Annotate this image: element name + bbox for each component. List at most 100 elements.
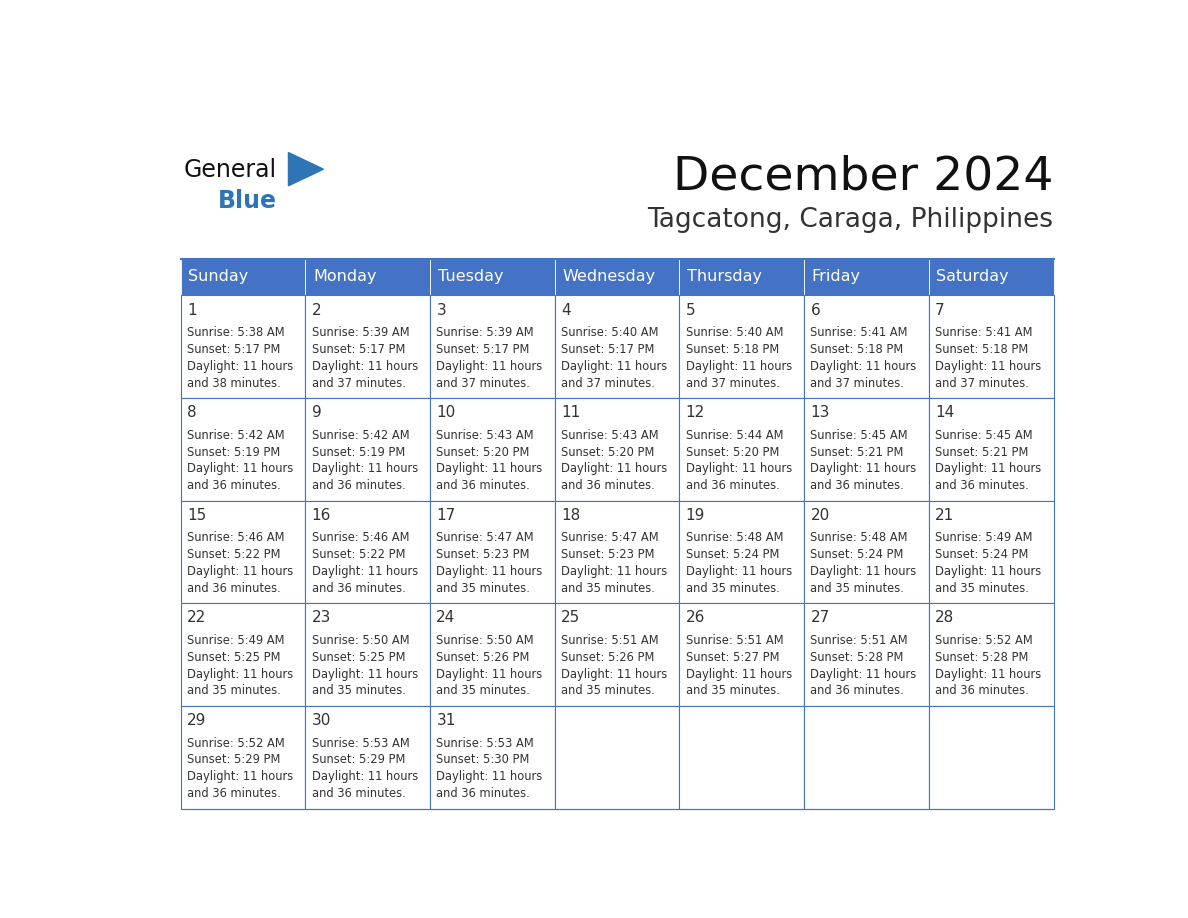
Text: 9: 9	[311, 405, 322, 420]
Bar	[804, 296, 929, 398]
Bar	[305, 398, 430, 500]
Bar	[680, 296, 804, 398]
Text: 24: 24	[436, 610, 455, 625]
Bar	[929, 603, 1054, 706]
Text: Sunrise: 5:40 AM
Sunset: 5:17 PM
Daylight: 11 hours
and 37 minutes.: Sunrise: 5:40 AM Sunset: 5:17 PM Dayligh…	[561, 326, 668, 389]
Text: Sunrise: 5:46 AM
Sunset: 5:22 PM
Daylight: 11 hours
and 36 minutes.: Sunrise: 5:46 AM Sunset: 5:22 PM Dayligh…	[187, 532, 293, 595]
Text: 20: 20	[810, 508, 829, 523]
Text: Tagcatong, Caraga, Philippines: Tagcatong, Caraga, Philippines	[647, 207, 1054, 233]
Polygon shape	[289, 152, 323, 185]
Bar	[430, 500, 555, 603]
Text: 11: 11	[561, 405, 580, 420]
Bar	[680, 500, 804, 603]
Text: Monday: Monday	[312, 270, 377, 285]
Bar	[804, 706, 929, 809]
Bar	[929, 706, 1054, 809]
Text: Sunrise: 5:51 AM
Sunset: 5:28 PM
Daylight: 11 hours
and 36 minutes.: Sunrise: 5:51 AM Sunset: 5:28 PM Dayligh…	[810, 634, 917, 698]
Bar	[555, 259, 680, 296]
Text: 18: 18	[561, 508, 580, 523]
Bar	[555, 398, 680, 500]
Text: Sunrise: 5:51 AM
Sunset: 5:27 PM
Daylight: 11 hours
and 35 minutes.: Sunrise: 5:51 AM Sunset: 5:27 PM Dayligh…	[685, 634, 792, 698]
Text: 28: 28	[935, 610, 954, 625]
Text: 19: 19	[685, 508, 706, 523]
Bar	[929, 296, 1054, 398]
Text: 29: 29	[187, 713, 207, 728]
Text: 22: 22	[187, 610, 207, 625]
Bar	[680, 259, 804, 296]
Text: Sunrise: 5:43 AM
Sunset: 5:20 PM
Daylight: 11 hours
and 36 minutes.: Sunrise: 5:43 AM Sunset: 5:20 PM Dayligh…	[561, 429, 668, 492]
Bar	[680, 603, 804, 706]
Bar	[804, 259, 929, 296]
Text: Sunrise: 5:40 AM
Sunset: 5:18 PM
Daylight: 11 hours
and 37 minutes.: Sunrise: 5:40 AM Sunset: 5:18 PM Dayligh…	[685, 326, 792, 389]
Text: Sunrise: 5:42 AM
Sunset: 5:19 PM
Daylight: 11 hours
and 36 minutes.: Sunrise: 5:42 AM Sunset: 5:19 PM Dayligh…	[187, 429, 293, 492]
Bar	[181, 398, 305, 500]
Text: Sunrise: 5:39 AM
Sunset: 5:17 PM
Daylight: 11 hours
and 37 minutes.: Sunrise: 5:39 AM Sunset: 5:17 PM Dayligh…	[311, 326, 418, 389]
Text: 2: 2	[311, 303, 321, 318]
Text: Sunrise: 5:47 AM
Sunset: 5:23 PM
Daylight: 11 hours
and 35 minutes.: Sunrise: 5:47 AM Sunset: 5:23 PM Dayligh…	[436, 532, 543, 595]
Bar	[430, 706, 555, 809]
Text: 7: 7	[935, 303, 944, 318]
Text: Sunrise: 5:38 AM
Sunset: 5:17 PM
Daylight: 11 hours
and 38 minutes.: Sunrise: 5:38 AM Sunset: 5:17 PM Dayligh…	[187, 326, 293, 389]
Bar	[305, 706, 430, 809]
Text: 8: 8	[187, 405, 196, 420]
Text: 26: 26	[685, 610, 706, 625]
Text: Sunrise: 5:39 AM
Sunset: 5:17 PM
Daylight: 11 hours
and 37 minutes.: Sunrise: 5:39 AM Sunset: 5:17 PM Dayligh…	[436, 326, 543, 389]
Bar	[680, 706, 804, 809]
Text: Sunrise: 5:49 AM
Sunset: 5:24 PM
Daylight: 11 hours
and 35 minutes.: Sunrise: 5:49 AM Sunset: 5:24 PM Dayligh…	[935, 532, 1042, 595]
Text: Sunrise: 5:53 AM
Sunset: 5:29 PM
Daylight: 11 hours
and 36 minutes.: Sunrise: 5:53 AM Sunset: 5:29 PM Dayligh…	[311, 736, 418, 800]
Bar	[181, 259, 305, 296]
Text: 21: 21	[935, 508, 954, 523]
Bar	[804, 603, 929, 706]
Bar	[555, 296, 680, 398]
Bar	[181, 603, 305, 706]
Text: Sunrise: 5:43 AM
Sunset: 5:20 PM
Daylight: 11 hours
and 36 minutes.: Sunrise: 5:43 AM Sunset: 5:20 PM Dayligh…	[436, 429, 543, 492]
Bar	[305, 603, 430, 706]
Bar	[430, 398, 555, 500]
Text: Sunrise: 5:52 AM
Sunset: 5:28 PM
Daylight: 11 hours
and 36 minutes.: Sunrise: 5:52 AM Sunset: 5:28 PM Dayligh…	[935, 634, 1042, 698]
Bar	[430, 296, 555, 398]
Bar	[929, 398, 1054, 500]
Bar	[305, 259, 430, 296]
Text: 13: 13	[810, 405, 829, 420]
Text: Wednesday: Wednesday	[562, 270, 656, 285]
Text: Sunrise: 5:47 AM
Sunset: 5:23 PM
Daylight: 11 hours
and 35 minutes.: Sunrise: 5:47 AM Sunset: 5:23 PM Dayligh…	[561, 532, 668, 595]
Bar	[181, 500, 305, 603]
Text: 15: 15	[187, 508, 207, 523]
Text: 5: 5	[685, 303, 695, 318]
Text: 31: 31	[436, 713, 456, 728]
Text: Sunrise: 5:41 AM
Sunset: 5:18 PM
Daylight: 11 hours
and 37 minutes.: Sunrise: 5:41 AM Sunset: 5:18 PM Dayligh…	[935, 326, 1042, 389]
Text: Blue: Blue	[217, 188, 277, 213]
Text: 1: 1	[187, 303, 196, 318]
Bar	[804, 500, 929, 603]
Text: Sunrise: 5:45 AM
Sunset: 5:21 PM
Daylight: 11 hours
and 36 minutes.: Sunrise: 5:45 AM Sunset: 5:21 PM Dayligh…	[935, 429, 1042, 492]
Bar	[430, 603, 555, 706]
Bar	[181, 706, 305, 809]
Bar	[555, 500, 680, 603]
Text: Thursday: Thursday	[687, 270, 762, 285]
Bar	[305, 500, 430, 603]
Text: 14: 14	[935, 405, 954, 420]
Text: 23: 23	[311, 610, 331, 625]
Text: 6: 6	[810, 303, 820, 318]
Text: 3: 3	[436, 303, 446, 318]
Text: Saturday: Saturday	[936, 270, 1009, 285]
Text: Sunrise: 5:46 AM
Sunset: 5:22 PM
Daylight: 11 hours
and 36 minutes.: Sunrise: 5:46 AM Sunset: 5:22 PM Dayligh…	[311, 532, 418, 595]
Text: Sunrise: 5:48 AM
Sunset: 5:24 PM
Daylight: 11 hours
and 35 minutes.: Sunrise: 5:48 AM Sunset: 5:24 PM Dayligh…	[685, 532, 792, 595]
Text: Sunrise: 5:51 AM
Sunset: 5:26 PM
Daylight: 11 hours
and 35 minutes.: Sunrise: 5:51 AM Sunset: 5:26 PM Dayligh…	[561, 634, 668, 698]
Text: Sunrise: 5:52 AM
Sunset: 5:29 PM
Daylight: 11 hours
and 36 minutes.: Sunrise: 5:52 AM Sunset: 5:29 PM Dayligh…	[187, 736, 293, 800]
Text: Sunday: Sunday	[188, 270, 248, 285]
Bar	[555, 603, 680, 706]
Text: Sunrise: 5:50 AM
Sunset: 5:25 PM
Daylight: 11 hours
and 35 minutes.: Sunrise: 5:50 AM Sunset: 5:25 PM Dayligh…	[311, 634, 418, 698]
Text: 25: 25	[561, 610, 580, 625]
Text: Tuesday: Tuesday	[437, 270, 503, 285]
Text: 12: 12	[685, 405, 704, 420]
Bar	[555, 706, 680, 809]
Bar	[929, 259, 1054, 296]
Text: Sunrise: 5:44 AM
Sunset: 5:20 PM
Daylight: 11 hours
and 36 minutes.: Sunrise: 5:44 AM Sunset: 5:20 PM Dayligh…	[685, 429, 792, 492]
Text: Sunrise: 5:42 AM
Sunset: 5:19 PM
Daylight: 11 hours
and 36 minutes.: Sunrise: 5:42 AM Sunset: 5:19 PM Dayligh…	[311, 429, 418, 492]
Text: 10: 10	[436, 405, 455, 420]
Bar	[804, 398, 929, 500]
Text: 17: 17	[436, 508, 455, 523]
Text: December 2024: December 2024	[674, 155, 1054, 200]
Text: Sunrise: 5:50 AM
Sunset: 5:26 PM
Daylight: 11 hours
and 35 minutes.: Sunrise: 5:50 AM Sunset: 5:26 PM Dayligh…	[436, 634, 543, 698]
